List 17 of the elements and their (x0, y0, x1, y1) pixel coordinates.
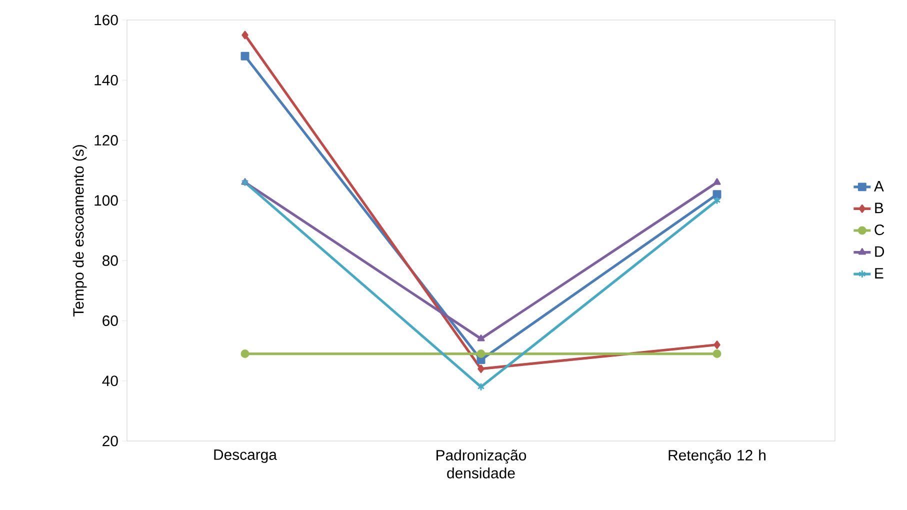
legend-label: D (875, 246, 884, 257)
y-tick-label: 60 (102, 315, 118, 326)
y-tick-label: 80 (102, 255, 118, 266)
y-tick-label: 20 (102, 436, 118, 446)
x-tick-label: Descarga (214, 450, 277, 463)
legend-label: A (874, 181, 884, 192)
y-tick-label: 160 (94, 14, 118, 26)
y-tick-label: 120 (94, 134, 118, 146)
y-tick-label: 40 (102, 376, 118, 386)
y-tick-label: 140 (94, 74, 118, 86)
legend-label: E (875, 268, 884, 278)
y-tick-label: 100 (94, 195, 118, 206)
y-axis-title: Tempo de escoamento (s) (72, 145, 87, 317)
legend-label: C (874, 224, 884, 236)
legend-label: B (875, 202, 884, 214)
x-tick-label: Retenção 12 h (668, 450, 766, 464)
x-tick-label: Padronização densidade (436, 450, 526, 478)
